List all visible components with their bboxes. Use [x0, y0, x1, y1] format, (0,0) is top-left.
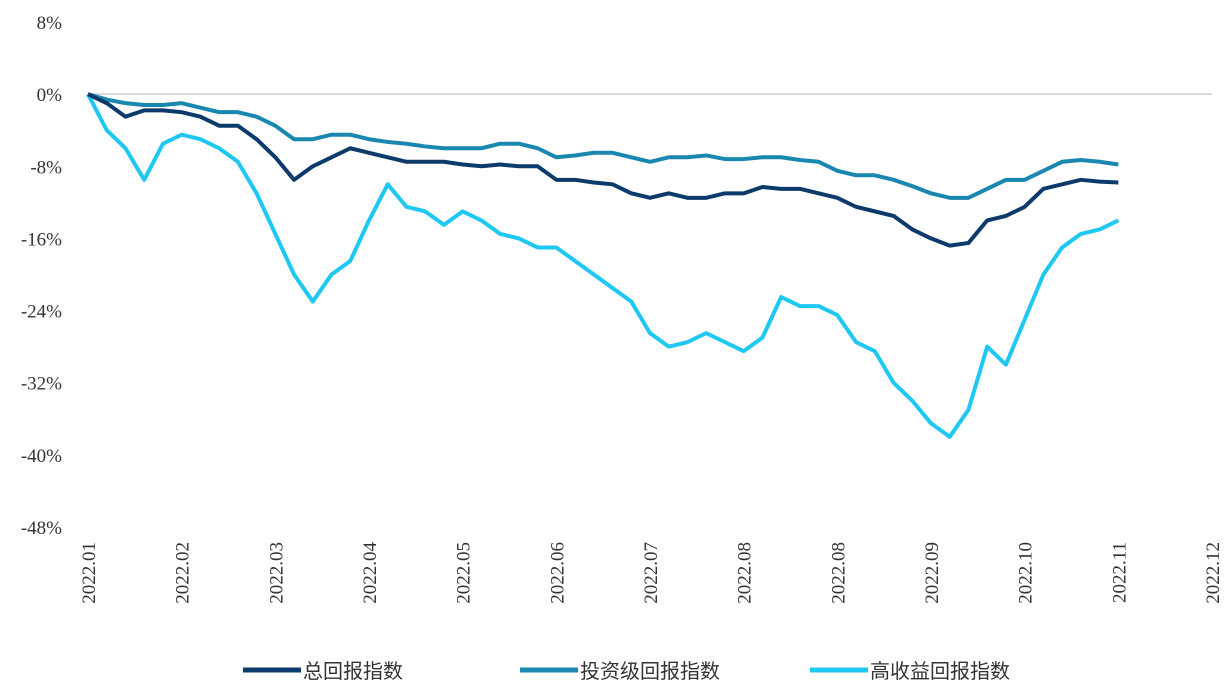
y-tick-label: -40% — [21, 446, 62, 467]
x-tick-label: 2022.09 — [922, 542, 943, 604]
x-tick-label: 2022.10 — [1016, 542, 1037, 604]
y-tick-label: -48% — [21, 518, 62, 539]
legend-label: 总回报指数 — [303, 659, 403, 683]
x-tick-label: 2022.06 — [547, 542, 568, 604]
y-tick-label: 0% — [37, 85, 63, 106]
line — [86, 93, 1120, 439]
y-tick-label: 8% — [37, 13, 63, 34]
x-tick-label: 2022.01 — [79, 542, 100, 604]
x-tick-label: 2022.03 — [266, 542, 287, 604]
x-tick-label: 2022.08 — [828, 542, 849, 604]
y-tick-label: -32% — [21, 374, 62, 395]
legend-label: 投资级回报指数 — [580, 659, 720, 683]
y-tick-label: -16% — [21, 229, 62, 250]
x-tick-label: 2022.11 — [1109, 542, 1130, 603]
legend-label: 高收益回报指数 — [870, 659, 1010, 683]
line — [87, 92, 1119, 248]
x-tick-label: 2022.02 — [173, 542, 194, 604]
x-tick-label: 2022.08 — [735, 542, 756, 604]
x-tick-label: 2022.07 — [641, 542, 662, 604]
x-tick-label: 2022.04 — [360, 542, 381, 604]
line — [87, 92, 1119, 200]
y-tick-label: -8% — [30, 157, 62, 178]
x-tick-label: 2022.12 — [1203, 542, 1224, 604]
y-tick-label: -24% — [21, 302, 62, 323]
x-tick-label: 2022.05 — [454, 542, 475, 604]
